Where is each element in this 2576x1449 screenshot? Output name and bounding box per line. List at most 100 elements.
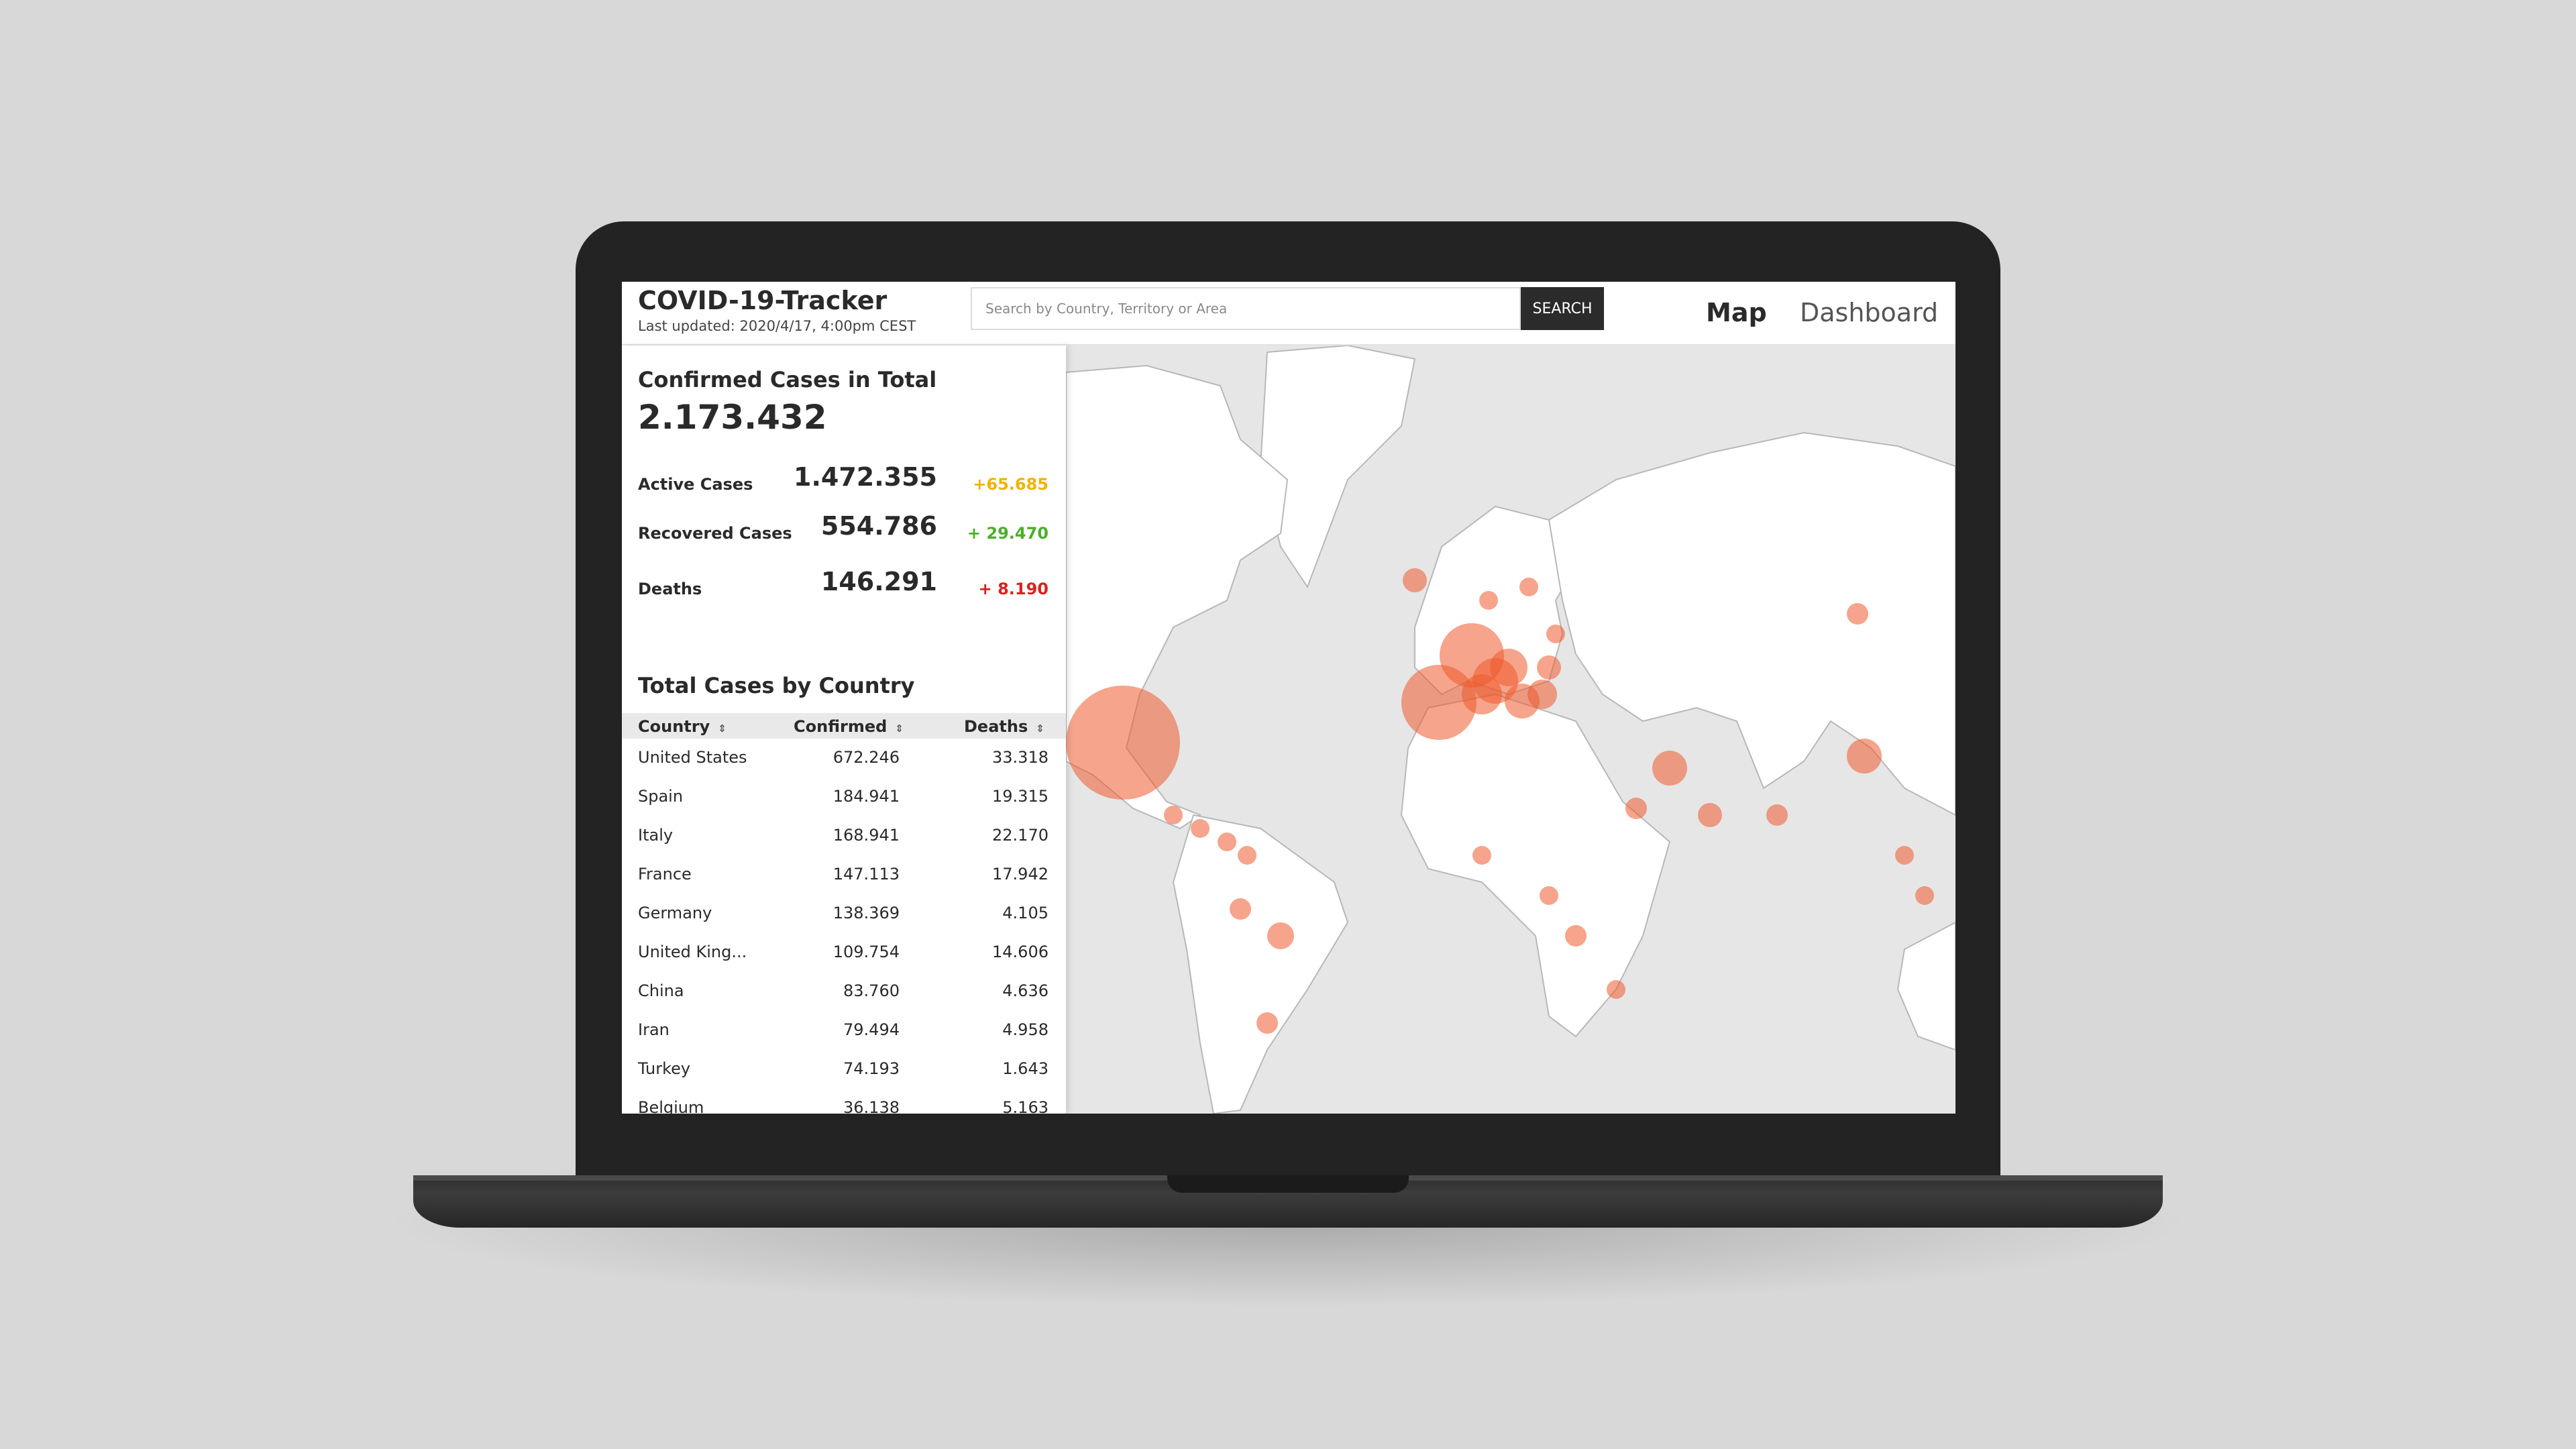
bubble-china[interactable] [1847,739,1882,773]
country-cell: Belgium [638,1098,704,1114]
confirmed-cell: 672.246 [833,748,900,767]
land-australia [1896,921,1955,1051]
bubble-peru[interactable] [1230,898,1251,920]
sort-icon[interactable]: ⇕ [718,722,727,735]
country-cell: Turkey [638,1059,691,1078]
bubble-switzerland[interactable] [1490,649,1527,686]
recovered-cases-value: 554.786 [820,511,937,541]
table-header: Country ⇕ Confirmed ⇕ Deaths ⇕ [622,713,1066,739]
table-row[interactable]: Italy 168.941 22.170 [622,816,1066,855]
deaths-delta: + 8.190 [978,580,1049,598]
bubble-congo[interactable] [1540,886,1558,905]
world-map-canvas[interactable] [1066,345,1955,1114]
country-cell: Italy [638,826,674,845]
country-cell: China [638,981,684,1000]
table-row[interactable]: Iran 79.494 4.958 [622,1011,1066,1050]
bubble-norway[interactable] [1479,591,1498,610]
country-cell: France [638,865,692,883]
bubble-sweden[interactable] [1519,578,1538,596]
search-input[interactable] [971,287,1521,330]
total-cases-label: Confirmed Cases in Total [638,367,937,392]
column-header-confirmed[interactable]: Confirmed ⇕ [794,717,904,736]
table-row[interactable]: United King... 109.754 14.606 [622,933,1066,972]
bubble-finland[interactable] [1546,625,1565,643]
bubble-philippines[interactable] [1915,886,1934,905]
bubble-venezuela[interactable] [1238,846,1256,865]
country-cell: United King... [638,943,747,961]
app-title: COVID-19-Tracker [638,286,888,315]
deaths-cell: 4.105 [1002,904,1049,922]
confirmed-cell: 168.941 [833,826,900,845]
deaths-cell: 22.170 [992,826,1049,845]
sort-icon[interactable]: ⇕ [1036,722,1044,735]
nav-dashboard-link[interactable]: Dashboard [1800,298,1939,327]
search-button[interactable]: SEARCH [1521,287,1604,330]
bubble-south-africa[interactable] [1565,925,1587,947]
bubble-india[interactable] [1766,804,1788,826]
nav-map-link[interactable]: Map [1706,298,1767,327]
deaths-cell: 4.958 [1002,1020,1049,1039]
land-masses [1066,345,1955,1114]
deaths-cell: 19.315 [992,787,1049,806]
bubble-poland[interactable] [1537,655,1561,680]
active-cases-value: 1.472.355 [794,462,937,492]
country-cell: Spain [638,787,684,806]
bubble-indonesia[interactable] [1895,846,1914,865]
cases-by-country-title: Total Cases by Country [638,673,915,698]
bubble-iran[interactable] [1625,798,1647,819]
deaths-cell: 33.318 [992,748,1049,767]
country-cell: Germany [638,904,712,922]
confirmed-cell: 109.754 [833,943,900,961]
bubble-caribbean[interactable] [1218,833,1236,851]
table-row[interactable]: Spain 184.941 19.315 [622,777,1066,816]
column-header-label: Deaths [964,717,1028,736]
bubble-austria[interactable] [1527,680,1557,709]
deaths-cell: 14.606 [992,943,1049,961]
confirmed-cell: 184.941 [833,787,900,806]
country-cell: Iran [638,1020,669,1039]
column-header-country[interactable]: Country ⇕ [638,717,727,736]
land-africa [1400,693,1671,1038]
bubble-united-states[interactable] [1066,686,1180,800]
bubble-nigeria[interactable] [1472,846,1491,865]
deaths-cell: 1.643 [1002,1059,1049,1078]
bubble-brazil[interactable] [1267,922,1294,949]
confirmed-cell: 83.760 [843,981,900,1000]
table-row[interactable]: Turkey 74.193 1.643 [622,1050,1066,1089]
bubble-mexico[interactable] [1164,806,1183,824]
deaths-cell: 4.636 [1002,981,1049,1000]
app-screen: COVID-19-Tracker Last updated: 2020/4/17… [622,282,1955,1114]
bubble-pakistan[interactable] [1698,803,1722,827]
deaths-value: 146.291 [820,567,937,596]
sort-icon[interactable]: ⇕ [895,722,904,735]
last-updated-text: Last updated: 2020/4/17, 4:00pm CEST [638,318,916,334]
bubble-turkey[interactable] [1652,751,1687,786]
bubble-cuba[interactable] [1191,819,1210,838]
bubble-iceland[interactable] [1403,568,1427,592]
table-row[interactable]: China 83.760 4.636 [622,972,1066,1011]
land-asia [1548,431,1955,816]
table-row[interactable]: France 147.113 17.942 [622,855,1066,894]
land-greenland [1259,345,1416,589]
total-cases-value: 2.173.432 [638,398,827,437]
table-row[interactable]: Germany 138.369 4.105 [622,894,1066,933]
land-south-america [1172,814,1349,1114]
recovered-cases-delta: + 29.470 [967,524,1049,543]
table-row[interactable]: Belgium 36.138 5.163 [622,1089,1066,1114]
recovered-cases-label: Recovered Cases [638,524,792,543]
laptop-notch [1167,1175,1409,1193]
stats-panel: Confirmed Cases in Total 2.173.432 Activ… [622,345,1066,1114]
bubble-madagascar[interactable] [1607,980,1625,999]
case-bubbles [1066,568,1934,1034]
table-row[interactable]: United States 672.246 33.318 [622,739,1066,777]
country-cell: United States [638,748,747,767]
column-header-deaths[interactable]: Deaths ⇕ [964,717,1044,736]
deaths-label: Deaths [638,580,702,598]
active-cases-label: Active Cases [638,475,753,494]
column-header-label: Country [638,717,710,736]
deaths-cell: 5.163 [1002,1098,1049,1114]
world-map[interactable] [1066,345,1955,1114]
active-cases-delta: +65.685 [973,475,1049,494]
bubble-chile[interactable] [1256,1012,1278,1034]
bubble-russia[interactable] [1847,603,1868,625]
